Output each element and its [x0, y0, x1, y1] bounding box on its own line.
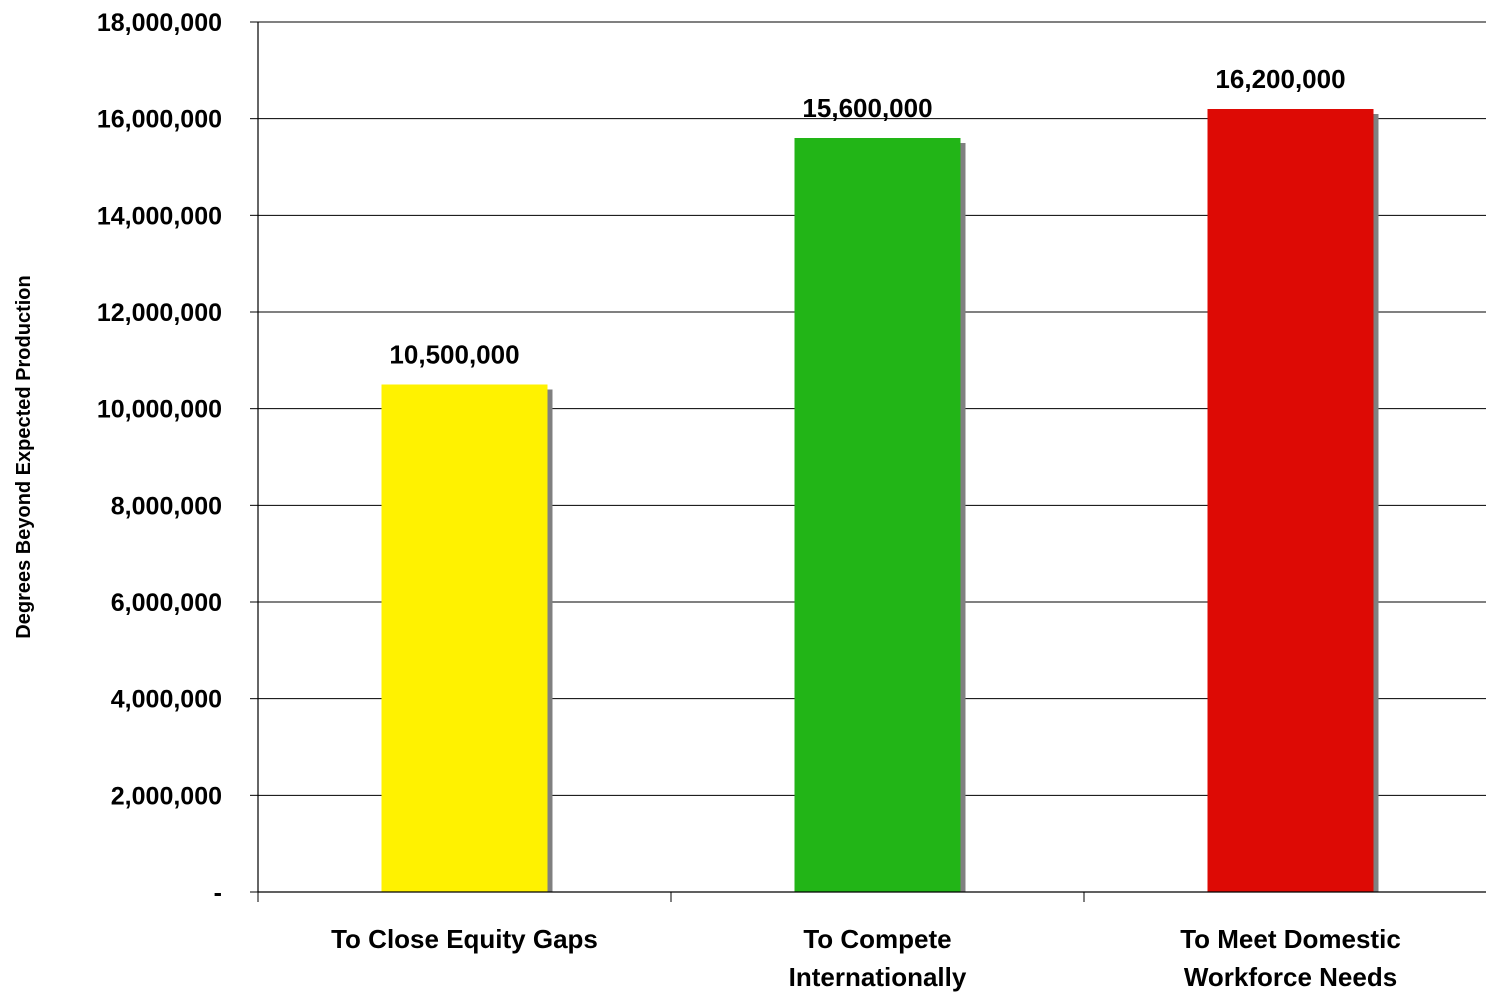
- x-tick-labels: To Close Equity Gaps To Compete Internatio…: [331, 924, 1401, 992]
- y-tick-label: 10,000,000: [97, 396, 222, 424]
- data-label: 10,500,000: [389, 340, 519, 370]
- x-tick-label: Workforce Needs: [1184, 962, 1397, 992]
- x-tick-label: To Meet Domestic: [1180, 924, 1401, 954]
- y-tick-label: 6,000,000: [111, 589, 222, 617]
- y-tick-labels: - 2,000,000 4,000,000 6,000,000 8,000,000 10,…: [97, 9, 222, 907]
- data-labels: 10,500,000 15,600,000 16,200,000: [389, 64, 1345, 370]
- axes: [250, 21, 1486, 902]
- y-tick-label: 12,000,000: [97, 299, 222, 327]
- y-tick-label: 16,000,000: [97, 106, 222, 134]
- x-tick-label: To Close Equity Gaps: [331, 924, 598, 954]
- bar: [381, 384, 548, 892]
- y-tick-label: 4,000,000: [111, 686, 222, 714]
- bars: [381, 109, 1379, 892]
- x-tick-label: To Compete: [803, 924, 951, 954]
- bar: [794, 138, 961, 892]
- y-tick-label: -: [214, 879, 222, 907]
- y-tick-label: 18,000,000: [97, 9, 222, 37]
- x-tick-label: Internationally: [789, 962, 967, 992]
- bar: [1207, 109, 1374, 892]
- y-tick-label: 8,000,000: [111, 492, 222, 520]
- y-axis-label: Degrees Beyond Expected Production: [13, 275, 35, 638]
- y-tick-label: 14,000,000: [97, 202, 222, 230]
- data-label: 16,200,000: [1215, 64, 1345, 94]
- data-label: 15,600,000: [802, 93, 932, 123]
- y-tick-label: 2,000,000: [111, 782, 222, 810]
